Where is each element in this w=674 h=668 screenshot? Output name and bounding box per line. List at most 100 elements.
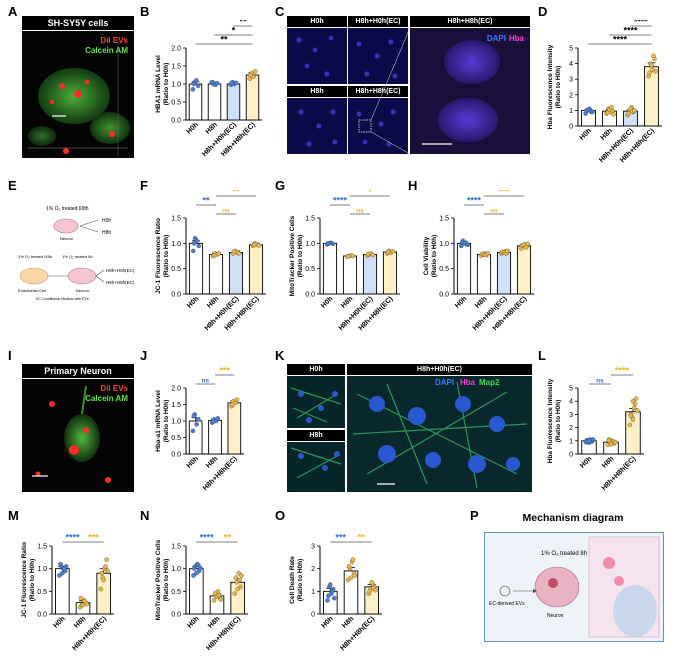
x-tick-label: H0h	[186, 455, 200, 469]
chart-h-ylabel-unit: (Ratio to H0h)	[431, 235, 438, 278]
x-tick-label: H8h	[207, 615, 221, 629]
panel-e-text-3: H8h	[102, 230, 111, 236]
y-tick-label: 2	[311, 566, 315, 573]
panel-k-legend-hba: Hba	[460, 378, 476, 387]
data-point	[58, 561, 63, 567]
data-point	[590, 437, 596, 442]
significance-label: **	[239, 20, 247, 27]
significance-label: ****	[333, 196, 348, 206]
bar	[382, 251, 398, 295]
data-point	[251, 242, 257, 248]
data-point	[191, 241, 197, 246]
data-point	[231, 249, 237, 254]
data-point	[84, 601, 90, 607]
x-tick-label: H0h	[186, 295, 200, 309]
data-point	[367, 589, 372, 594]
significance-label: ns	[356, 208, 364, 215]
data-point	[194, 422, 199, 427]
panel-e-text-4: 1% O₂ treated 0/8h	[18, 254, 52, 259]
chart-g-ylabel: MitoTracker Positive Cells	[289, 215, 296, 296]
panel-i-title: Primary Neuron	[22, 364, 134, 379]
data-point	[630, 417, 636, 422]
panel-letter-p: P	[470, 508, 479, 523]
data-point	[191, 81, 196, 87]
y-tick-label: 0.5	[305, 266, 315, 273]
data-point	[194, 238, 200, 244]
data-point	[627, 422, 633, 428]
significance-label: ****	[623, 26, 638, 36]
panel-e-text-5: 1% O₂ treated 8h	[62, 254, 93, 259]
data-point	[365, 251, 371, 257]
x-tick-label: H8h	[340, 295, 354, 309]
data-point	[103, 564, 108, 569]
data-point	[190, 428, 196, 434]
bar	[226, 83, 241, 121]
chart-m-ylabel-unit: (Ratio to H0h)	[29, 559, 36, 602]
y-tick-label: 1.5	[439, 216, 449, 223]
significance-label: ****	[634, 20, 649, 27]
bar	[342, 255, 358, 295]
y-tick-label: 1.0	[171, 419, 181, 426]
data-point	[211, 598, 217, 603]
data-point	[525, 241, 531, 247]
data-point	[373, 587, 378, 593]
data-point	[352, 573, 358, 578]
data-point	[325, 241, 331, 246]
panel-e-text-10: H8h+H8h(EC)	[106, 280, 135, 285]
data-point	[505, 248, 511, 254]
data-point	[236, 251, 242, 256]
bar	[476, 254, 492, 295]
bar	[362, 254, 378, 295]
bar	[248, 244, 264, 295]
data-point	[195, 83, 201, 89]
panel-letter-b: B	[140, 4, 150, 19]
data-point	[350, 253, 356, 259]
panel-c-tile-h8h-h8h-ec: H8h+H8h(EC)	[348, 86, 408, 154]
data-point	[230, 402, 235, 407]
significance-label: ****	[66, 533, 81, 543]
data-point	[346, 564, 352, 569]
x-tick-label: H0h	[320, 615, 334, 629]
data-point	[653, 69, 658, 74]
significance-label: ****	[467, 196, 482, 206]
panel-a-cells	[28, 38, 130, 156]
significance-label: ***	[219, 366, 230, 376]
data-point	[608, 441, 614, 447]
panel-c-tile-h8h: H8h	[287, 86, 347, 154]
y-tick-label: 1.5	[171, 544, 181, 551]
data-point	[194, 570, 199, 576]
bar	[625, 411, 641, 455]
y-tick-label: 0.5	[171, 589, 181, 596]
data-point	[370, 252, 376, 258]
data-point	[345, 254, 351, 259]
data-point	[248, 72, 253, 78]
bar	[516, 245, 532, 295]
x-tick-label: H0h	[186, 615, 200, 629]
bar	[496, 252, 512, 295]
data-point	[214, 81, 220, 86]
panel-letter-j: J	[140, 348, 148, 363]
chart-d: 0 1 2 3 4 5 Hba Fluorescence Intensity (Ratio t…	[547, 20, 662, 164]
x-tick-label: H0h	[186, 121, 200, 135]
y-tick-label: 2	[569, 92, 573, 99]
data-point	[632, 108, 637, 113]
chart-l-ylabel-unit: (Ratio to H0h)	[555, 400, 562, 443]
y-tick-label: 4	[569, 399, 573, 406]
y-tick-label: 0.0	[305, 292, 315, 299]
y-tick-label: 1	[569, 108, 573, 115]
significance-label: ****	[613, 35, 628, 45]
data-point	[350, 557, 356, 562]
chart-j-ylabel-unit: (Ratio to H0h)	[163, 400, 170, 443]
data-point	[609, 105, 614, 110]
chart-h-ylabel: Cell Viability	[423, 236, 430, 275]
data-point	[626, 111, 631, 116]
y-tick-label: 1.0	[171, 241, 181, 248]
significance-label: **	[358, 533, 366, 543]
data-point	[63, 564, 69, 569]
data-point	[331, 595, 337, 601]
chart-b-ylabel: HBA1 mRNA Level	[155, 55, 162, 113]
panel-letter-g: G	[275, 178, 286, 193]
bar	[322, 242, 338, 295]
chart-g-ylabel-unit: (Ratio to H0h)	[297, 235, 304, 278]
panel-k-tile-h8h: H8h	[287, 430, 345, 492]
